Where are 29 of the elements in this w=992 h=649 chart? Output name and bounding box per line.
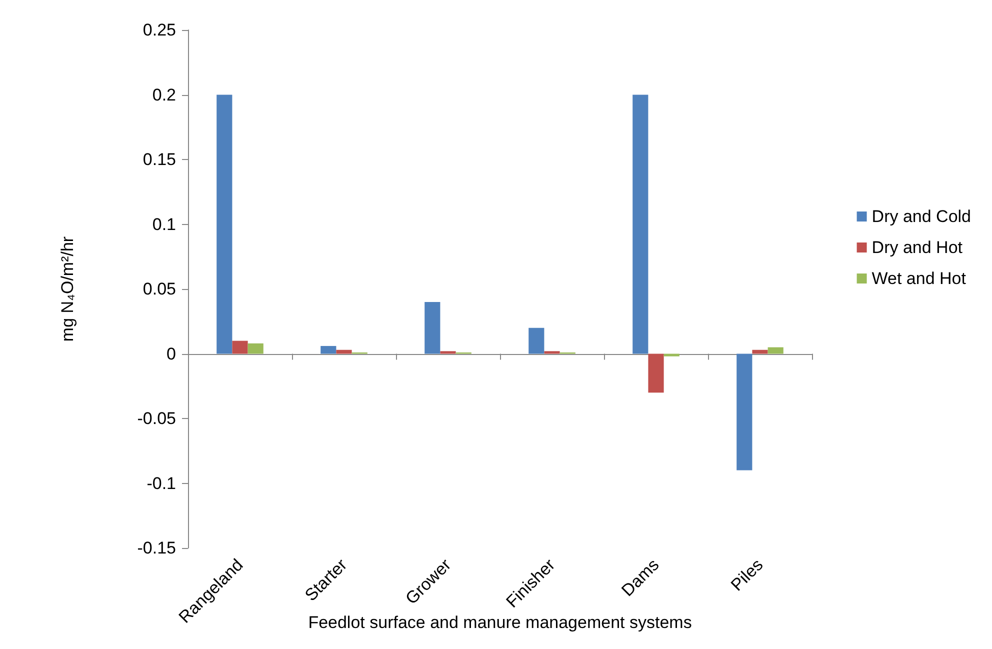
bar [528,328,544,354]
bar [216,94,232,354]
y-tick-label: -0.1 [146,474,176,493]
y-tick-label: 0.25 [142,20,176,40]
bar [320,346,336,354]
y-axis-title: mg N₄O/m²/hr [58,236,77,342]
y-tick-label: 0 [166,344,176,364]
bar [424,302,440,354]
legend-label: Wet and Hot [872,269,966,288]
y-tick-label: 0.2 [152,85,176,104]
bar [736,354,752,470]
bar [752,350,768,354]
y-tick-label: 0.1 [152,214,176,234]
bar [336,350,352,354]
bar [440,351,456,354]
bar [768,347,784,354]
bar [544,351,560,354]
bar [664,354,680,356]
bar [248,343,264,354]
bar [648,354,664,393]
y-tick-label: -0.05 [137,409,176,428]
legend-label: Dry and Cold [872,207,972,226]
bar [232,340,248,354]
y-tick-label: 0.05 [142,280,176,298]
x-axis-title: Feedlot surface and manure management systems [308,613,692,632]
y-tick-label: 0.15 [142,150,176,169]
bar [632,94,648,354]
y-tick-label: -0.15 [137,538,176,558]
legend-label: Dry and Hot [872,238,963,257]
